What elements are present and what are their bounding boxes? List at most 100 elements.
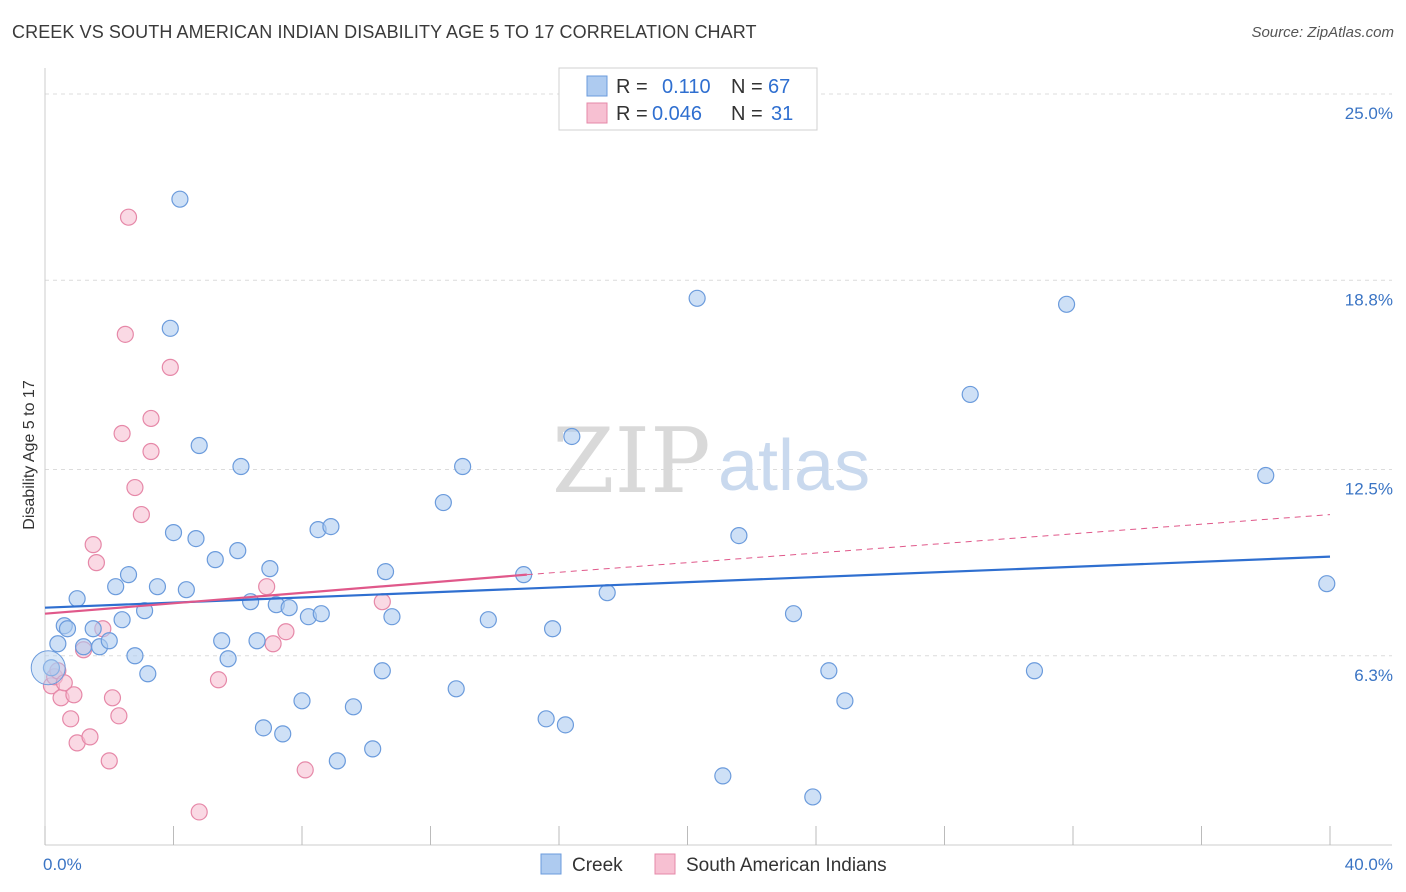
sa-point: [132, 505, 150, 524]
creek-point: [280, 599, 298, 617]
legend-r-value-creek: 0.110: [662, 76, 711, 98]
sa-point: [100, 752, 118, 770]
bottom-legend-swatch-sa: [654, 853, 676, 875]
creek-point: [58, 620, 77, 638]
creek-point: [229, 542, 247, 560]
creek-point: [84, 620, 102, 638]
sa-point: [258, 578, 276, 596]
source-label: Source: ZipAtlas.com: [1251, 24, 1394, 41]
creek-point: [820, 662, 838, 680]
creek-point: [1025, 662, 1044, 680]
creek-point: [68, 590, 86, 608]
chart-title: CREEK VS SOUTH AMERICAN INDIAN DISABILIT…: [12, 22, 757, 42]
creek-point: [274, 725, 292, 743]
sa-trend-line: [44, 573, 527, 615]
legend-r-value-sa: 0.046: [652, 103, 702, 125]
sa-point: [62, 710, 80, 728]
creek-point: [376, 563, 395, 581]
watermark: ZIP atlas: [552, 409, 870, 514]
creek-point: [119, 566, 138, 584]
creek-point: [219, 650, 237, 668]
creek-point: [328, 752, 346, 770]
series-legend: Creek South American Indians: [540, 853, 887, 876]
sa-point: [142, 409, 160, 428]
x-tick-label: 0.0%: [43, 855, 82, 874]
sa-point: [87, 554, 106, 572]
creek-point: [1318, 575, 1336, 593]
creek-point: [213, 632, 231, 650]
creek-point: [543, 620, 562, 638]
legend-swatch-creek: [586, 75, 608, 97]
y-axis-title: Disability Age 5 to 17: [21, 380, 38, 530]
sa-point: [209, 671, 228, 689]
creek-point: [454, 457, 472, 476]
creek-point: [784, 605, 803, 623]
creek-point: [479, 611, 497, 629]
legend-swatch-sa: [586, 102, 608, 124]
creek-point: [344, 698, 362, 716]
x-tick-label: 40.0%: [1345, 855, 1393, 874]
creek-point: [177, 581, 195, 599]
y-tick-label: 18.8%: [1345, 290, 1393, 309]
creek-point: [126, 647, 144, 665]
axes: [44, 68, 1392, 846]
creek-point: [206, 551, 224, 569]
watermark-zip: ZIP: [552, 409, 711, 514]
creek-point: [447, 680, 465, 698]
gridlines: [45, 93, 1392, 657]
creek-point: [730, 527, 748, 545]
creek-point: [714, 767, 732, 785]
creek-point: [364, 740, 382, 758]
creek-point: [961, 385, 979, 404]
creek-point: [312, 605, 330, 623]
series-creek: [30, 190, 1336, 806]
creek-point: [373, 662, 391, 680]
creek-point: [107, 578, 125, 596]
creek-point: [232, 457, 250, 476]
y-tick-label: 6.3%: [1354, 666, 1393, 685]
bottom-legend-swatch-creek: [540, 853, 562, 875]
sa-point: [277, 623, 295, 641]
y-tick-label: 25.0%: [1345, 104, 1393, 123]
sa-point: [113, 424, 131, 443]
x-tick-labels: 0.0% 40.0%: [43, 855, 1393, 874]
creek-point: [434, 493, 452, 512]
y-tick-labels: 6.3% 12.5% 18.8% 25.0%: [1345, 104, 1393, 685]
creek-point: [254, 719, 273, 737]
creek-point: [187, 530, 205, 548]
legend-n-value-creek: 67: [768, 76, 790, 98]
sa-point: [116, 325, 134, 343]
sa-point: [190, 803, 208, 821]
creek-point: [164, 523, 183, 542]
creek-point: [49, 635, 67, 653]
creek-point: [836, 692, 854, 710]
sa-point: [119, 208, 138, 226]
creek-point: [293, 692, 311, 710]
sa-point: [110, 707, 128, 725]
sa-point: [373, 593, 391, 611]
creek-point: [42, 659, 61, 677]
creek-point: [537, 710, 555, 728]
watermark-atlas: atlas: [718, 426, 870, 506]
sa-trend-line-extension: [526, 514, 1331, 576]
creek-trend-line: [44, 555, 1331, 609]
sa-point: [103, 689, 122, 707]
creek-point: [556, 716, 575, 734]
sa-point: [84, 536, 102, 554]
sa-point: [264, 635, 282, 653]
legend-n-label-creek: N =: [731, 76, 763, 98]
sa-point: [81, 728, 99, 746]
creek-point: [190, 436, 208, 455]
creek-point: [322, 517, 340, 536]
correlation-legend: R = 0.110 N = 67 R = 0.046 N = 31: [558, 67, 818, 131]
series-south-american-indians: [42, 208, 391, 821]
creek-point: [100, 632, 118, 650]
creek-point: [598, 584, 616, 602]
y-tick-label: 12.5%: [1345, 480, 1393, 499]
creek-point: [161, 319, 179, 337]
sa-point: [296, 761, 314, 779]
legend-n-value-sa: 31: [771, 103, 793, 125]
creek-point: [804, 788, 822, 806]
trend-lines: [44, 514, 1331, 615]
